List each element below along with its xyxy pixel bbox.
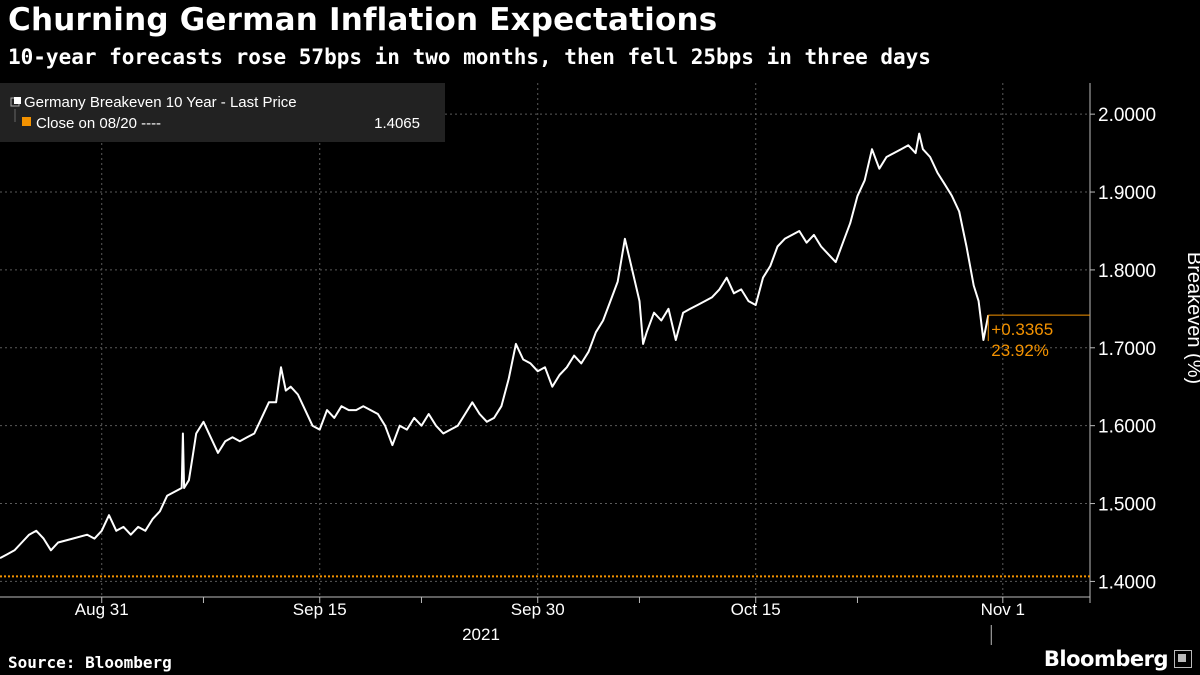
y-axis-label: Breakeven (%) xyxy=(1183,252,1200,384)
x-tick-label: Sep 15 xyxy=(293,600,347,619)
y-tick-label: 1.5000 xyxy=(1098,495,1156,516)
legend-label-reference: Close on 08/20 ---- xyxy=(36,115,161,132)
legend-label-series: Germany Breakeven 10 Year - Last Price xyxy=(24,94,297,111)
y-tick-label: 1.9000 xyxy=(1098,183,1156,204)
legend-value-reference: 1.4065 xyxy=(374,115,420,132)
source-note: Source: Bloomberg xyxy=(8,653,172,672)
logo-text: Bloomberg xyxy=(1043,647,1169,671)
series-line-breakeven xyxy=(0,132,990,559)
x-tick-label: Sep 30 xyxy=(511,600,565,619)
y-tick-label: 1.7000 xyxy=(1098,339,1156,360)
y-tick-label: 1.8000 xyxy=(1098,261,1156,282)
legend-swatch-reference xyxy=(22,117,31,126)
bloomberg-square-icon xyxy=(1174,650,1192,668)
bloomberg-logo: Bloomberg xyxy=(1044,647,1192,671)
legend-box xyxy=(0,83,445,142)
y-tick-label: 2.0000 xyxy=(1098,105,1156,126)
x-axis-year-label: 2021 xyxy=(462,625,500,644)
annotation-percent-label: 23.92% xyxy=(991,341,1049,360)
chart-title: Churning German Inflation Expectations xyxy=(8,2,718,38)
chart-subtitle: 10-year forecasts rose 57bps in two mont… xyxy=(8,45,931,69)
y-tick-label: 1.4000 xyxy=(1098,572,1156,593)
x-tick-label: Nov 1 xyxy=(981,600,1025,619)
x-tick-label: Aug 31 xyxy=(75,600,129,619)
annotation-change-label: +0.3365 xyxy=(991,320,1053,339)
y-tick-label: 1.6000 xyxy=(1098,417,1156,438)
legend-swatch-series xyxy=(14,97,21,104)
x-tick-label: Oct 15 xyxy=(731,600,781,619)
